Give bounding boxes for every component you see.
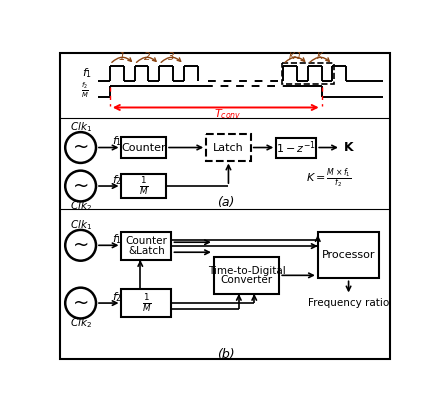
Text: K-1: K-1 <box>288 52 302 61</box>
Bar <box>276 137 315 157</box>
Text: $Clk_1$: $Clk_1$ <box>69 121 92 134</box>
Text: &Latch: &Latch <box>128 246 164 256</box>
Text: Frequency ratio: Frequency ratio <box>307 298 389 308</box>
Text: $f_1$: $f_1$ <box>112 232 122 246</box>
Text: $Clk_1$: $Clk_1$ <box>69 218 92 232</box>
Text: $K = \frac{M \times f_1}{f_2}$: $K = \frac{M \times f_1}{f_2}$ <box>306 166 351 190</box>
Bar <box>317 232 378 278</box>
Text: Time-to-Digital: Time-to-Digital <box>207 266 285 276</box>
Text: 1: 1 <box>119 52 125 62</box>
Text: 2: 2 <box>143 52 150 62</box>
Text: $f_1$: $f_1$ <box>112 135 122 148</box>
Text: Converter: Converter <box>220 275 272 285</box>
Text: (a): (a) <box>216 197 233 209</box>
Text: $T_{conv}$: $T_{conv}$ <box>213 108 240 121</box>
Text: 3: 3 <box>168 52 174 62</box>
Text: $f_2$: $f_2$ <box>112 290 122 304</box>
Text: ~: ~ <box>72 177 88 195</box>
Bar <box>281 63 333 84</box>
Bar <box>206 134 250 161</box>
Text: K: K <box>343 141 353 154</box>
Text: ~: ~ <box>72 294 88 313</box>
Bar <box>121 232 171 260</box>
Text: Processor: Processor <box>321 251 374 260</box>
Text: ~: ~ <box>72 138 88 157</box>
Text: Counter: Counter <box>125 237 167 246</box>
Text: (b): (b) <box>216 348 233 361</box>
Bar <box>121 175 166 197</box>
Text: $f_1$: $f_1$ <box>82 67 92 80</box>
Bar <box>121 137 166 158</box>
Text: ~: ~ <box>72 236 88 255</box>
Text: $f_2$: $f_2$ <box>112 173 122 187</box>
Circle shape <box>65 230 96 261</box>
Text: $\frac{1}{M}$: $\frac{1}{M}$ <box>141 292 151 314</box>
Text: Latch: Latch <box>212 142 243 153</box>
Circle shape <box>65 171 96 202</box>
Text: K: K <box>316 52 322 61</box>
Bar <box>213 257 279 294</box>
Text: Counter: Counter <box>121 142 166 153</box>
Text: $\frac{f_2}{M}$: $\frac{f_2}{M}$ <box>81 81 89 100</box>
Circle shape <box>65 288 96 319</box>
Text: $Clk_2$: $Clk_2$ <box>70 199 92 213</box>
Text: $Clk_2$: $Clk_2$ <box>70 316 92 330</box>
Text: $\frac{1}{M}$: $\frac{1}{M}$ <box>139 175 148 197</box>
Text: $1-z^{-1}$: $1-z^{-1}$ <box>276 139 315 156</box>
Circle shape <box>65 132 96 163</box>
Bar <box>121 289 171 317</box>
